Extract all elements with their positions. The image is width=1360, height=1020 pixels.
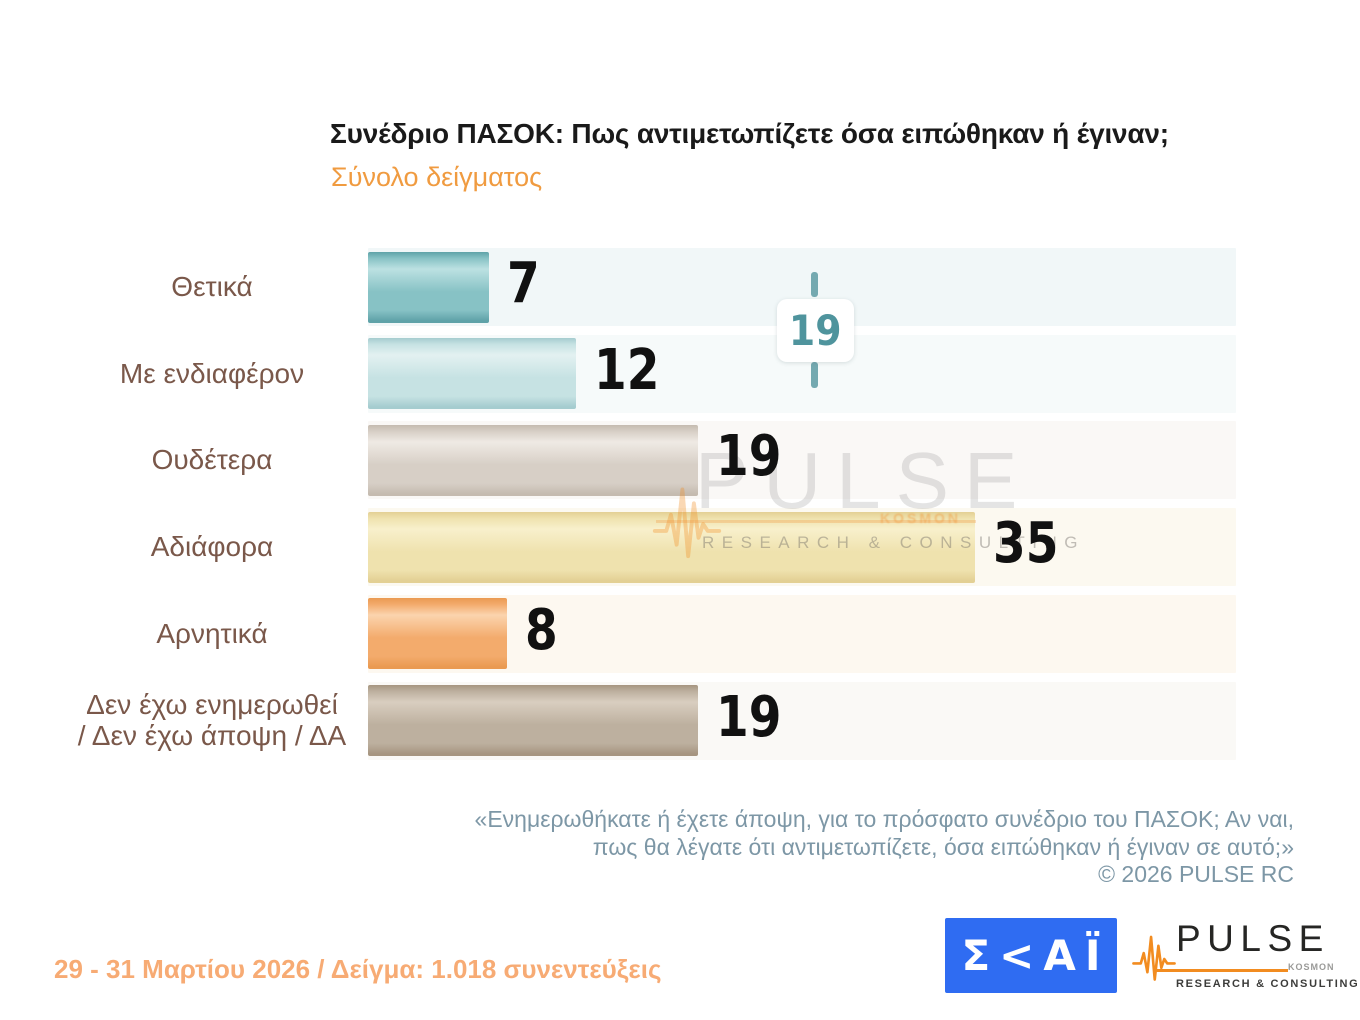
question-footnote: «Ενημερωθήκατε ή έχετε άποψη, για το πρό… <box>475 806 1294 889</box>
value-label: 12 <box>594 337 660 403</box>
chart-row: Αδιάφορα 35 <box>0 508 1360 587</box>
bar <box>368 338 576 410</box>
category-label: Δεν έχω ενημερωθεί / Δεν έχω άποψη / ΔΑ <box>77 689 347 751</box>
fieldwork-note: 29 - 31 Μαρτίου 2026 / Δείγμα: 1.018 συν… <box>54 954 662 984</box>
page-subtitle: Σύνολο δείγματος <box>331 162 543 192</box>
category-label: Αδιάφορα <box>150 530 274 562</box>
pulse-logo-kosmon: KOSMON <box>1288 962 1335 972</box>
chart-row: Με ενδιαφέρον 12 <box>0 334 1360 413</box>
value-label: 19 <box>716 424 782 490</box>
pulse-logo-baseline <box>1156 969 1288 972</box>
footnote-line-1: «Ενημερωθήκατε ή έχετε άποψη, για το πρό… <box>474 806 1294 832</box>
category-label: Ουδέτερα <box>151 444 273 476</box>
value-label: 7 <box>507 251 540 316</box>
pulse-logo: PULSE KOSMON RESEARCH & CONSULTING <box>1132 912 1358 1004</box>
annotation-dash-bottom <box>811 362 818 388</box>
category-label: Με ενδιαφέρον <box>119 357 305 389</box>
bar <box>368 685 698 756</box>
category-label: Θετικά <box>171 270 253 302</box>
copyright-line: © 2026 PULSE RC <box>1098 861 1294 887</box>
annotation-dash-top <box>811 272 818 297</box>
bar <box>368 424 698 496</box>
category-label: Αρνητικά <box>156 617 268 649</box>
value-label: 35 <box>993 511 1059 577</box>
value-label: 8 <box>525 597 558 663</box>
bar <box>368 598 507 670</box>
chart-row: Αρνητικά 8 <box>0 594 1360 673</box>
pulse-logo-brand: PULSE <box>1176 918 1330 959</box>
bar <box>368 251 489 323</box>
chart-row: Θετικά 7 <box>0 248 1360 326</box>
skai-logo-text: Σ<ΑΪ <box>961 930 1110 980</box>
sum-annotation-value: 19 <box>789 306 842 355</box>
pulse-logo-tagline: RESEARCH & CONSULTING <box>1176 978 1360 990</box>
value-label: 19 <box>716 684 782 750</box>
sum-annotation: 19 <box>777 299 854 362</box>
footnote-line-2: πως θα λέγατε ότι αντιμετωπίζετε, όσα ει… <box>592 833 1294 860</box>
bar-track <box>368 594 1236 673</box>
skai-logo: Σ<ΑΪ <box>945 918 1117 993</box>
bar <box>368 511 975 583</box>
page-title: Συνέδριο ΠΑΣΟΚ: Πως αντιμετωπίζετε όσα ε… <box>330 118 1169 149</box>
chart-row: Δεν έχω ενημερωθεί / Δεν έχω άποψη / ΔΑ 1… <box>0 681 1360 760</box>
pulse-waveform-icon <box>1132 935 1176 981</box>
chart-row: Ουδέτερα 19 <box>0 421 1360 500</box>
